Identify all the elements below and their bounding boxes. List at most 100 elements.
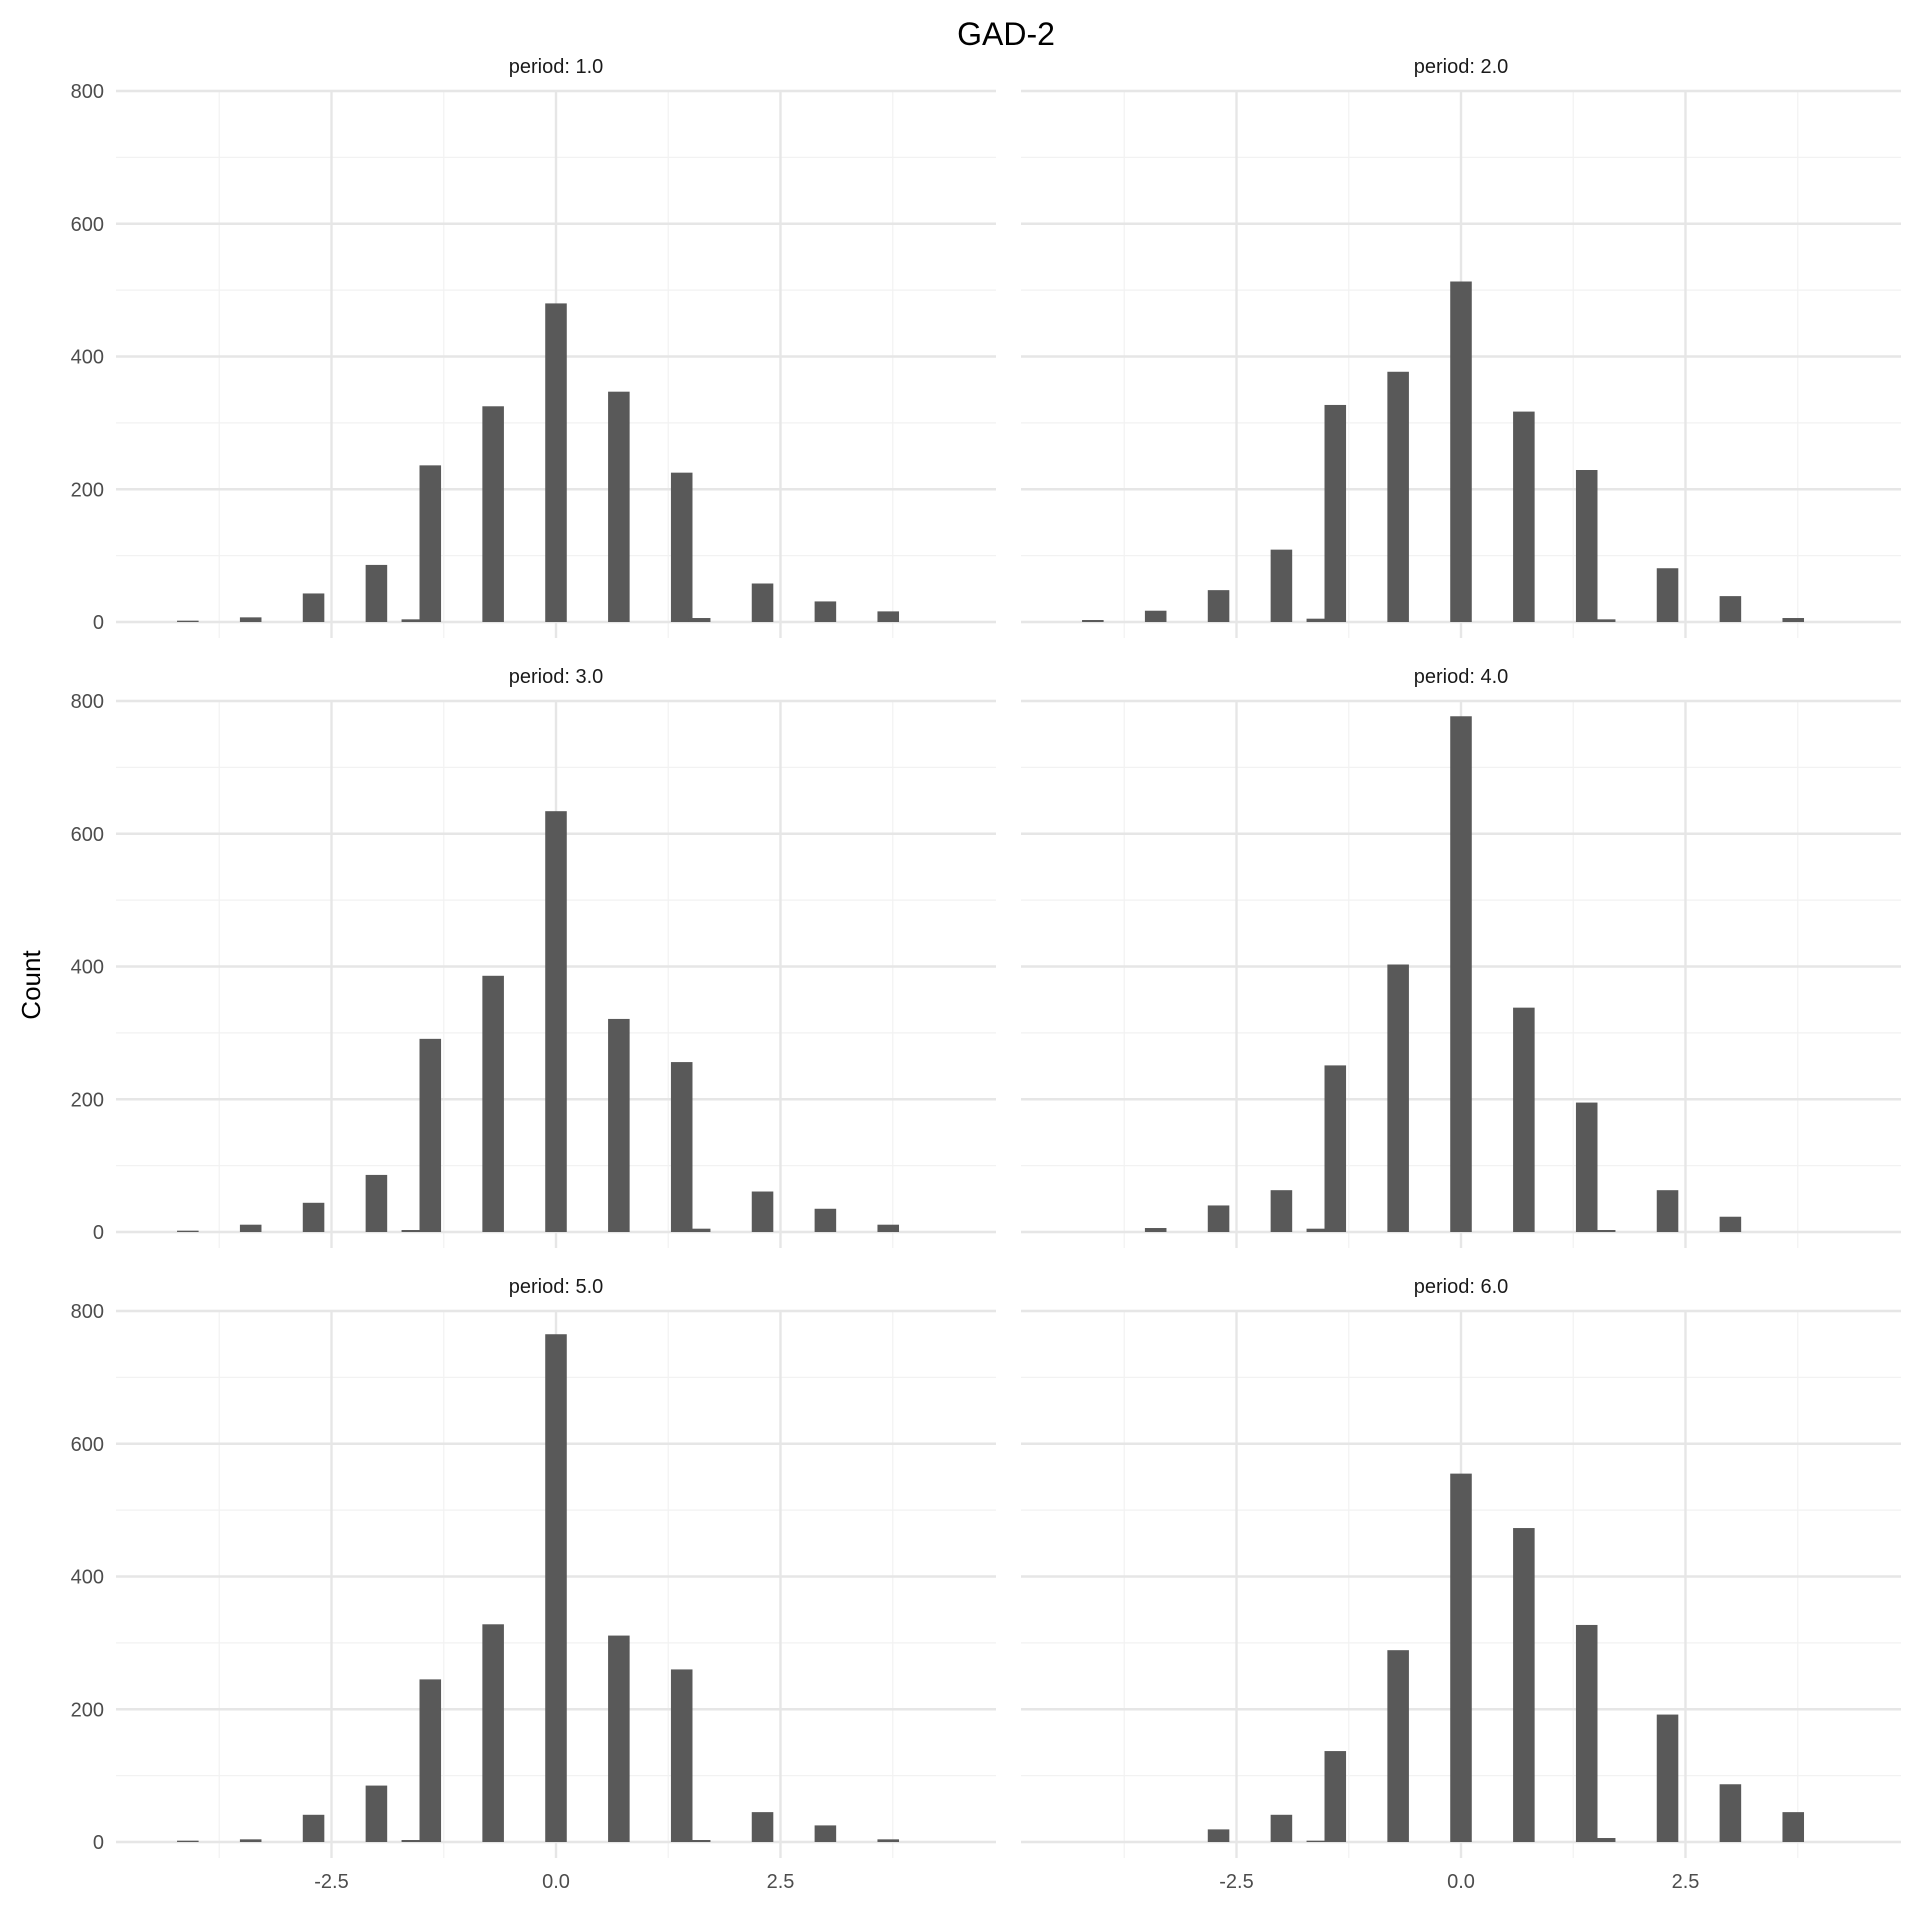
histogram-bar <box>1306 1840 1329 1842</box>
histogram-bar <box>670 1062 693 1232</box>
histogram-bar <box>1656 568 1679 622</box>
y-tick-label: 400 <box>71 347 104 369</box>
y-tick-label: 0 <box>93 1222 104 1244</box>
histogram-bar <box>688 618 711 622</box>
histogram-bar <box>877 611 900 622</box>
histogram-bar <box>1306 1228 1329 1232</box>
y-tick-label: 400 <box>71 1567 104 1589</box>
histogram-bar <box>814 601 837 622</box>
x-tick-label: -2.5 <box>314 1871 348 1893</box>
histogram-bar <box>1575 1102 1598 1232</box>
histogram-bar <box>1207 1829 1230 1842</box>
facet-panel: period: 2.0 <box>1021 56 1901 638</box>
histogram-bar <box>401 1230 424 1232</box>
facet-panel: period: 4.0 <box>1021 666 1901 1248</box>
facet-strip-label: period: 2.0 <box>1414 56 1509 78</box>
histogram-bar <box>1324 1751 1347 1842</box>
y-tick-label: 600 <box>71 214 104 236</box>
facet-panel: period: 5.0 0 200 400 600 800 -2.5 0.0 2.5 <box>71 1276 996 1893</box>
y-tick-label: 800 <box>71 81 104 103</box>
histogram-bar <box>1082 620 1104 622</box>
y-tick-label: 200 <box>71 479 104 501</box>
histogram-bar <box>670 1669 693 1842</box>
facet-panel: period: 3.0 0 200 400 600 800 <box>71 666 996 1248</box>
histogram-bar <box>365 564 388 622</box>
histogram-bar <box>877 1839 900 1842</box>
histogram-bar <box>1270 1190 1293 1232</box>
histogram-bar <box>1387 964 1409 1232</box>
histogram-bar <box>1450 1473 1472 1842</box>
histogram-bar <box>608 391 630 622</box>
histogram-bar <box>688 1840 711 1842</box>
histogram-bar <box>1387 1650 1409 1842</box>
histogram-bar <box>1387 371 1409 622</box>
x-tick-label: 0.0 <box>1447 1871 1475 1893</box>
histogram-bar <box>877 1224 900 1232</box>
histogram-bar <box>1656 1190 1679 1232</box>
histogram-bar <box>670 472 693 622</box>
y-tick-label: 600 <box>71 824 104 846</box>
histogram-bar <box>239 1839 262 1842</box>
y-tick-label: 200 <box>71 1089 104 1111</box>
histogram-bar <box>1575 1624 1598 1842</box>
histogram-bar <box>1324 1065 1347 1232</box>
histogram-bar <box>419 465 442 622</box>
histogram-bar <box>239 617 262 622</box>
histogram-bar <box>302 1202 325 1232</box>
histogram-bar <box>1270 1814 1293 1842</box>
histogram-bar <box>1144 610 1167 622</box>
histogram-bar <box>1719 1216 1742 1232</box>
histogram-bar <box>177 620 199 622</box>
x-tick-label: 0.0 <box>542 1871 570 1893</box>
histogram-bar <box>608 1018 630 1232</box>
facet-strip-label: period: 6.0 <box>1414 1276 1509 1298</box>
histogram-bar <box>1719 1784 1742 1842</box>
histogram-bar <box>482 406 504 622</box>
histogram-bar <box>751 583 774 622</box>
histogram-bar <box>1593 1230 1616 1232</box>
histogram-bar <box>1513 1007 1535 1232</box>
histogram-bar <box>1324 404 1347 622</box>
y-tick-label: 800 <box>71 1301 104 1323</box>
facet-panel: period: 6.0 -2.5 0.0 2.5 <box>1021 1276 1901 1893</box>
histogram-bar <box>1207 590 1230 622</box>
facet-panels: period: 1.0 0 200 400 600 800 period: 2.0 perio… <box>71 56 1901 1893</box>
histogram-bar <box>1450 281 1472 622</box>
histogram-bar <box>302 593 325 622</box>
histogram-bar <box>814 1825 837 1842</box>
histogram-bar <box>1270 549 1293 622</box>
histogram-bar <box>688 1228 711 1232</box>
histogram-bar <box>1513 411 1535 622</box>
histogram-bar <box>1513 1528 1535 1842</box>
x-tick-label: -2.5 <box>1219 1871 1253 1893</box>
histogram-bar <box>1207 1205 1230 1232</box>
histogram-bar <box>814 1208 837 1232</box>
histogram-bar <box>1782 618 1805 622</box>
histogram-bar <box>401 619 424 622</box>
histogram-bar <box>419 1679 442 1842</box>
histogram-bar <box>545 303 567 622</box>
y-tick-label: 0 <box>93 612 104 634</box>
y-tick-label: 0 <box>93 1832 104 1854</box>
facet-strip-label: period: 5.0 <box>509 1276 604 1298</box>
histogram-bar <box>608 1635 630 1842</box>
histogram-bar <box>1144 1228 1167 1232</box>
histogram-bar <box>751 1191 774 1232</box>
histogram-bar <box>545 811 567 1232</box>
facet-strip-label: period: 4.0 <box>1414 666 1509 688</box>
histogram-bar <box>1593 619 1616 622</box>
histogram-bar <box>545 1334 567 1842</box>
y-tick-label: 200 <box>71 1699 104 1721</box>
histogram-bar <box>365 1174 388 1232</box>
histogram-bar <box>239 1224 262 1232</box>
chart-title: GAD-2 <box>957 16 1055 52</box>
histogram-bar <box>177 1230 199 1232</box>
histogram-bar <box>1450 716 1472 1232</box>
histogram-bar <box>177 1840 199 1842</box>
histogram-bar <box>365 1785 388 1842</box>
histogram-bar <box>1306 618 1329 622</box>
y-axis-label: Count <box>16 950 46 1020</box>
histogram-bar <box>482 1624 504 1842</box>
histogram-bar <box>751 1812 774 1842</box>
